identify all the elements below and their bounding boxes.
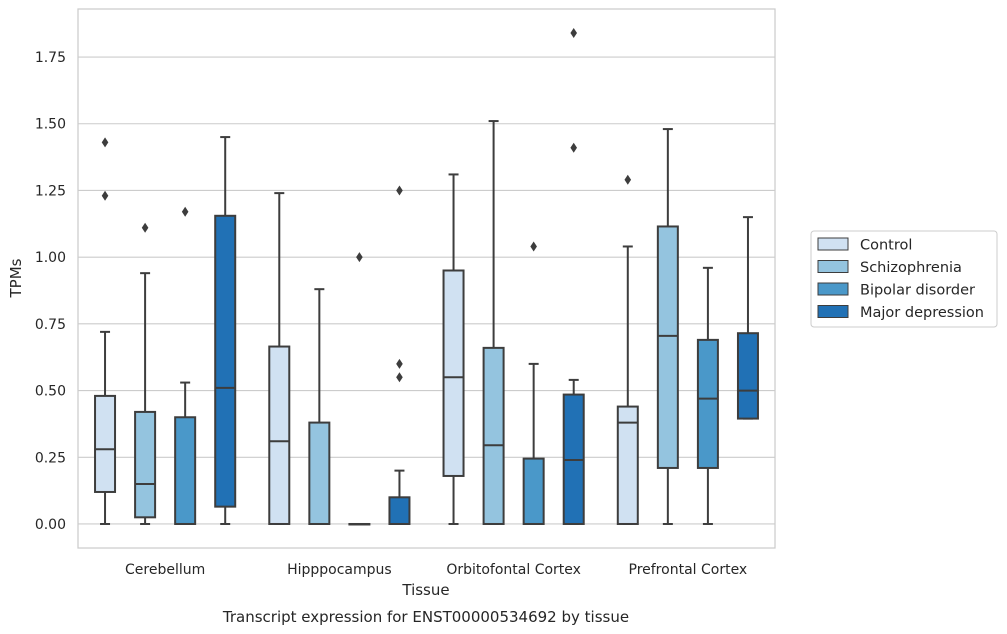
outlier-point [396, 358, 403, 369]
box-1-0 [134, 222, 157, 525]
box-body [94, 394, 117, 493]
box-body [214, 214, 237, 508]
legend-label: Bipolar disorder [860, 283, 975, 299]
x-tick-label: Hipppocampus [287, 562, 392, 578]
box-3-1 [388, 185, 411, 525]
x-tick-label: Cerebellum [125, 562, 205, 578]
chart-title: Transcript expression for ENST0000053469… [222, 608, 629, 626]
box-body [134, 410, 157, 519]
y-tick-label: 1.00 [35, 250, 66, 266]
legend: Control Schizophrenia Bipolar disorder Majo… [810, 230, 998, 328]
box-3-2 [562, 28, 585, 525]
legend-swatch [817, 305, 849, 318]
box-2-2 [522, 241, 545, 525]
box-body [736, 332, 759, 420]
x-tick-label: Orbitofontal Cortex [446, 562, 581, 578]
box-body [482, 346, 505, 525]
box-body [308, 421, 331, 525]
x-tick-labels: Cerebellum Hipppocampus Orbitofontal Corte… [125, 562, 747, 578]
outlier-point [530, 241, 537, 252]
box-series [94, 28, 759, 526]
box-body [696, 338, 719, 469]
x-axis-label: Tissue [401, 581, 449, 599]
outlier-point [396, 372, 403, 383]
box-0-1 [268, 192, 291, 525]
box-body [388, 496, 411, 525]
outlier-point [356, 252, 363, 263]
outlier-point [624, 174, 632, 185]
y-tick-label: 0.50 [35, 384, 66, 400]
box-body [656, 225, 679, 469]
box-1-3 [656, 128, 679, 525]
box-3-3 [736, 216, 759, 420]
box-body [522, 457, 545, 525]
y-tick-labels: 0.00 0.25 0.50 0.75 1.00 1.25 1.50 1.75 [35, 50, 66, 533]
legend-swatch [817, 282, 849, 296]
y-tick-label: 0.00 [35, 517, 66, 533]
outlier-point [101, 190, 109, 201]
box-0-3 [616, 174, 639, 525]
legend-frame [810, 230, 998, 328]
outlier-point [101, 137, 109, 148]
box-2-3 [696, 266, 719, 525]
y-tick-label: 0.25 [35, 450, 66, 466]
box-2-1 [348, 252, 371, 526]
box-body [616, 405, 639, 525]
box-0-2 [442, 173, 465, 525]
outlier-point [141, 222, 149, 233]
y-tick-label: 1.50 [35, 117, 66, 133]
box-0-0 [94, 137, 117, 525]
box-body [442, 269, 465, 477]
box-3-0 [214, 136, 237, 525]
legend-label: Major depression [860, 305, 984, 321]
outlier-point [570, 142, 578, 153]
box-body [268, 345, 291, 525]
y-tick-label: 0.75 [35, 317, 66, 333]
box-1-2 [482, 120, 505, 525]
y-tick-label: 1.75 [35, 50, 66, 66]
legend-swatch [817, 237, 849, 251]
y-tick-label: 1.25 [35, 183, 66, 199]
legend-label: Schizophrenia [860, 260, 962, 276]
y-axis-label: TPMs [7, 258, 25, 298]
outlier-point [570, 28, 578, 39]
legend-swatch [817, 260, 849, 273]
outlier-point [181, 206, 189, 217]
outlier-point [396, 185, 403, 196]
x-tick-label: Prefrontal Cortex [629, 562, 748, 578]
legend-label: Control [860, 238, 912, 254]
box-1-1 [308, 288, 331, 525]
box-body [174, 416, 197, 525]
box-2-0 [174, 206, 197, 525]
